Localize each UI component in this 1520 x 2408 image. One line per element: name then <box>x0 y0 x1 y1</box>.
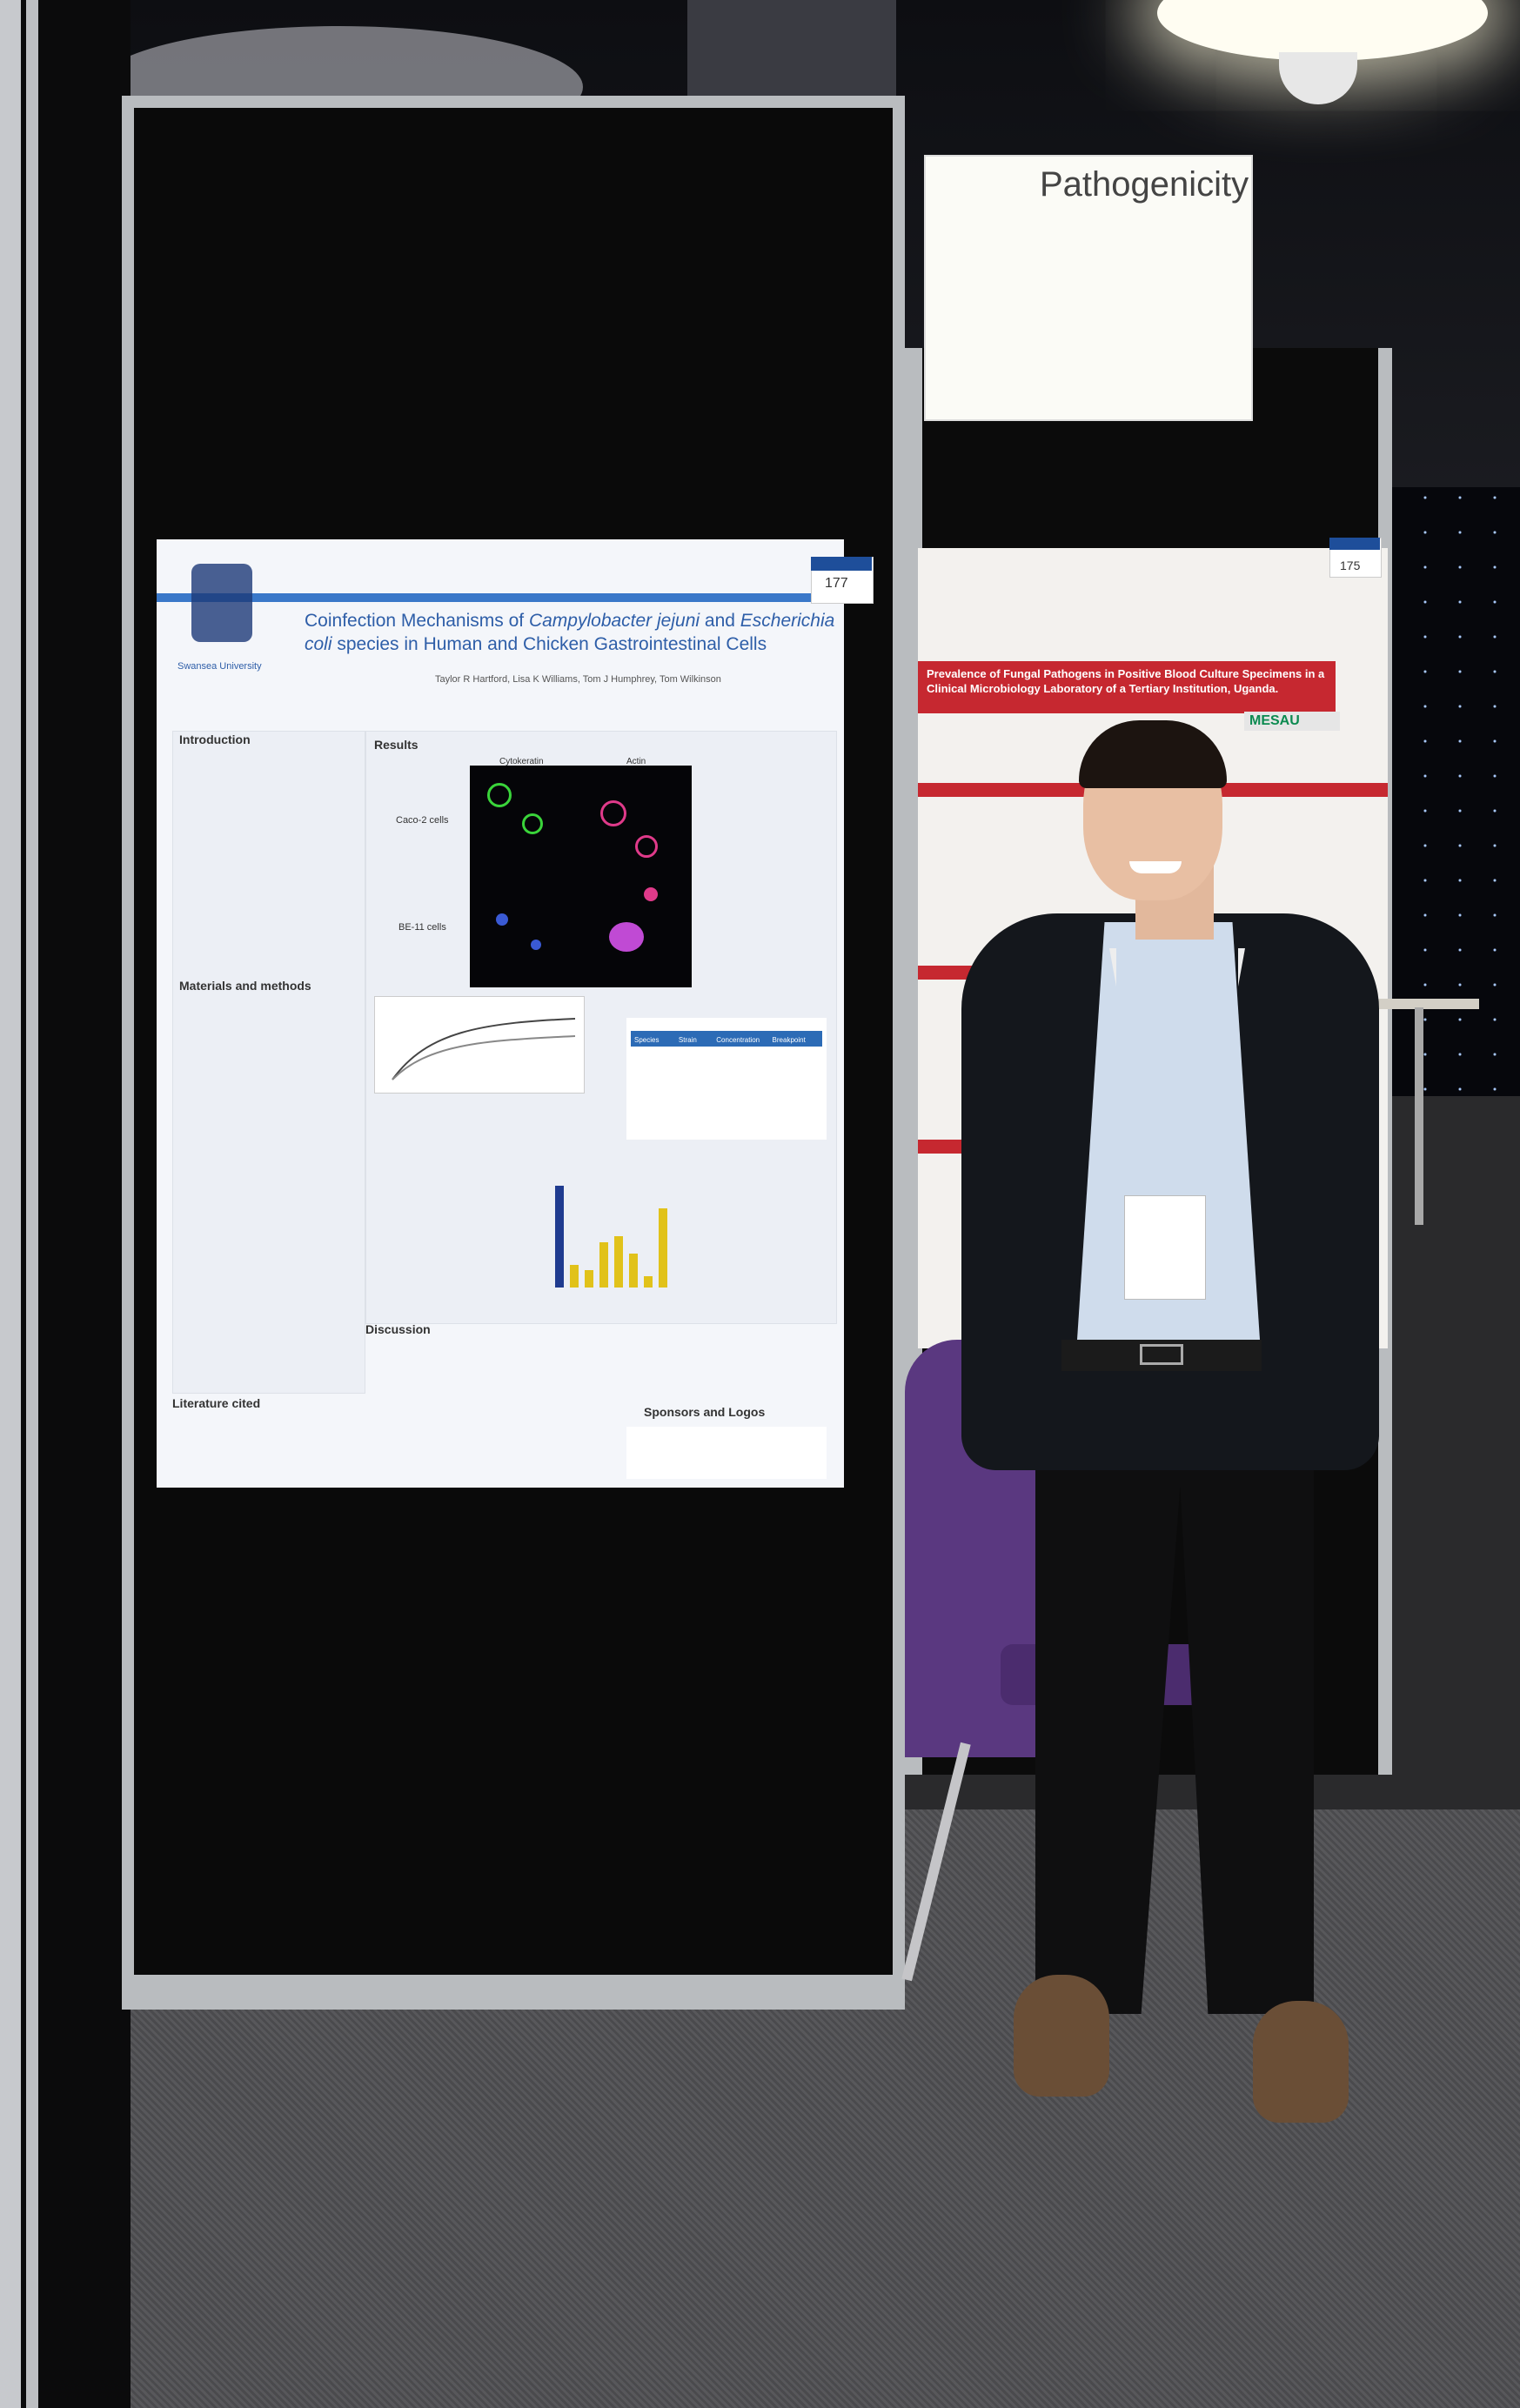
board-bottom-rail <box>122 1975 905 2010</box>
fluorescence-micrograph <box>470 766 692 987</box>
chart-bar <box>585 1270 593 1288</box>
right-poster-title: Prevalence of Fungal Pathogens in Positi… <box>927 667 1325 695</box>
chart-bar <box>659 1208 667 1288</box>
chart-bar <box>555 1186 564 1288</box>
cell-blue <box>496 913 508 926</box>
growth-curve-plot <box>374 996 585 1094</box>
micrograph-row-label: BE-11 cells <box>398 922 446 933</box>
chart-bar <box>629 1254 638 1288</box>
name-badge <box>1124 1195 1206 1300</box>
micrograph-column-label: Actin <box>626 757 646 766</box>
cell-green <box>487 783 512 807</box>
micrograph-column-label: Cytokeratin <box>499 757 544 766</box>
section-heading-literature: Literature cited <box>172 1396 261 1410</box>
person-smile <box>1129 861 1182 873</box>
left-shoe <box>1014 1975 1109 2097</box>
table-header-cell: Concentration <box>716 1036 760 1044</box>
right-poster-logo: MESAU <box>1249 713 1300 728</box>
table-header-cell: Species <box>634 1036 660 1044</box>
left-panel <box>0 0 131 2408</box>
chart-bar <box>570 1265 579 1288</box>
belt-buckle <box>1140 1344 1183 1365</box>
cafe-table-leg <box>1415 1007 1423 1225</box>
topic-sign-label: Pathogenicity <box>1040 165 1249 204</box>
cafe-table-top <box>1375 999 1479 1009</box>
right-poster-logo-box <box>1244 712 1340 731</box>
section-heading-results: Results <box>374 738 419 752</box>
poster-title: Coinfection Mechanisms of Campylobacter … <box>305 611 835 654</box>
intro-column <box>172 731 365 1394</box>
section-heading-introduction: Introduction <box>179 732 251 746</box>
section-heading-discussion: Discussion <box>365 1322 431 1336</box>
starry-backdrop <box>1383 487 1520 1096</box>
left-pole <box>26 0 38 2408</box>
sponsor-logos <box>626 1427 827 1479</box>
invasiveness-bar-chart <box>548 1166 679 1288</box>
table-header-cell: Breakpoint <box>772 1036 806 1044</box>
board-number: 177 <box>825 576 848 591</box>
right-poster-title-banner <box>918 661 1336 713</box>
table-header-cell: Strain <box>678 1036 697 1044</box>
cell-magenta <box>600 800 626 826</box>
cell-blue <box>531 940 541 950</box>
cell-purple <box>609 922 644 952</box>
right-shoe <box>1253 2001 1349 2123</box>
right-board-number-badge <box>1329 538 1380 550</box>
micrograph-row-label: Caco-2 cells <box>396 815 449 826</box>
university-name: Swansea University <box>177 661 262 672</box>
cell-magenta <box>635 835 658 858</box>
section-heading-methods: Materials and methods <box>179 979 311 993</box>
university-crest <box>191 564 252 642</box>
person-hair <box>1079 720 1227 788</box>
growth-curve <box>392 1018 576 1080</box>
poster-authors: Taylor R Hartford, Lisa K Williams, Tom … <box>435 674 721 685</box>
poster-header-stripe <box>157 593 844 602</box>
cell-green <box>522 813 543 834</box>
topic-sign <box>924 155 1253 421</box>
board-number-badge <box>811 557 872 571</box>
chart-bar <box>599 1242 608 1288</box>
chart-bar <box>644 1276 653 1288</box>
section-heading-sponsors: Sponsors and Logos <box>644 1405 766 1419</box>
strain-table-header: Species Strain Concentration Breakpoint <box>631 1031 822 1047</box>
chart-bar <box>614 1236 623 1288</box>
cell-magenta <box>644 887 658 901</box>
right-board-number: 175 <box>1340 559 1361 572</box>
